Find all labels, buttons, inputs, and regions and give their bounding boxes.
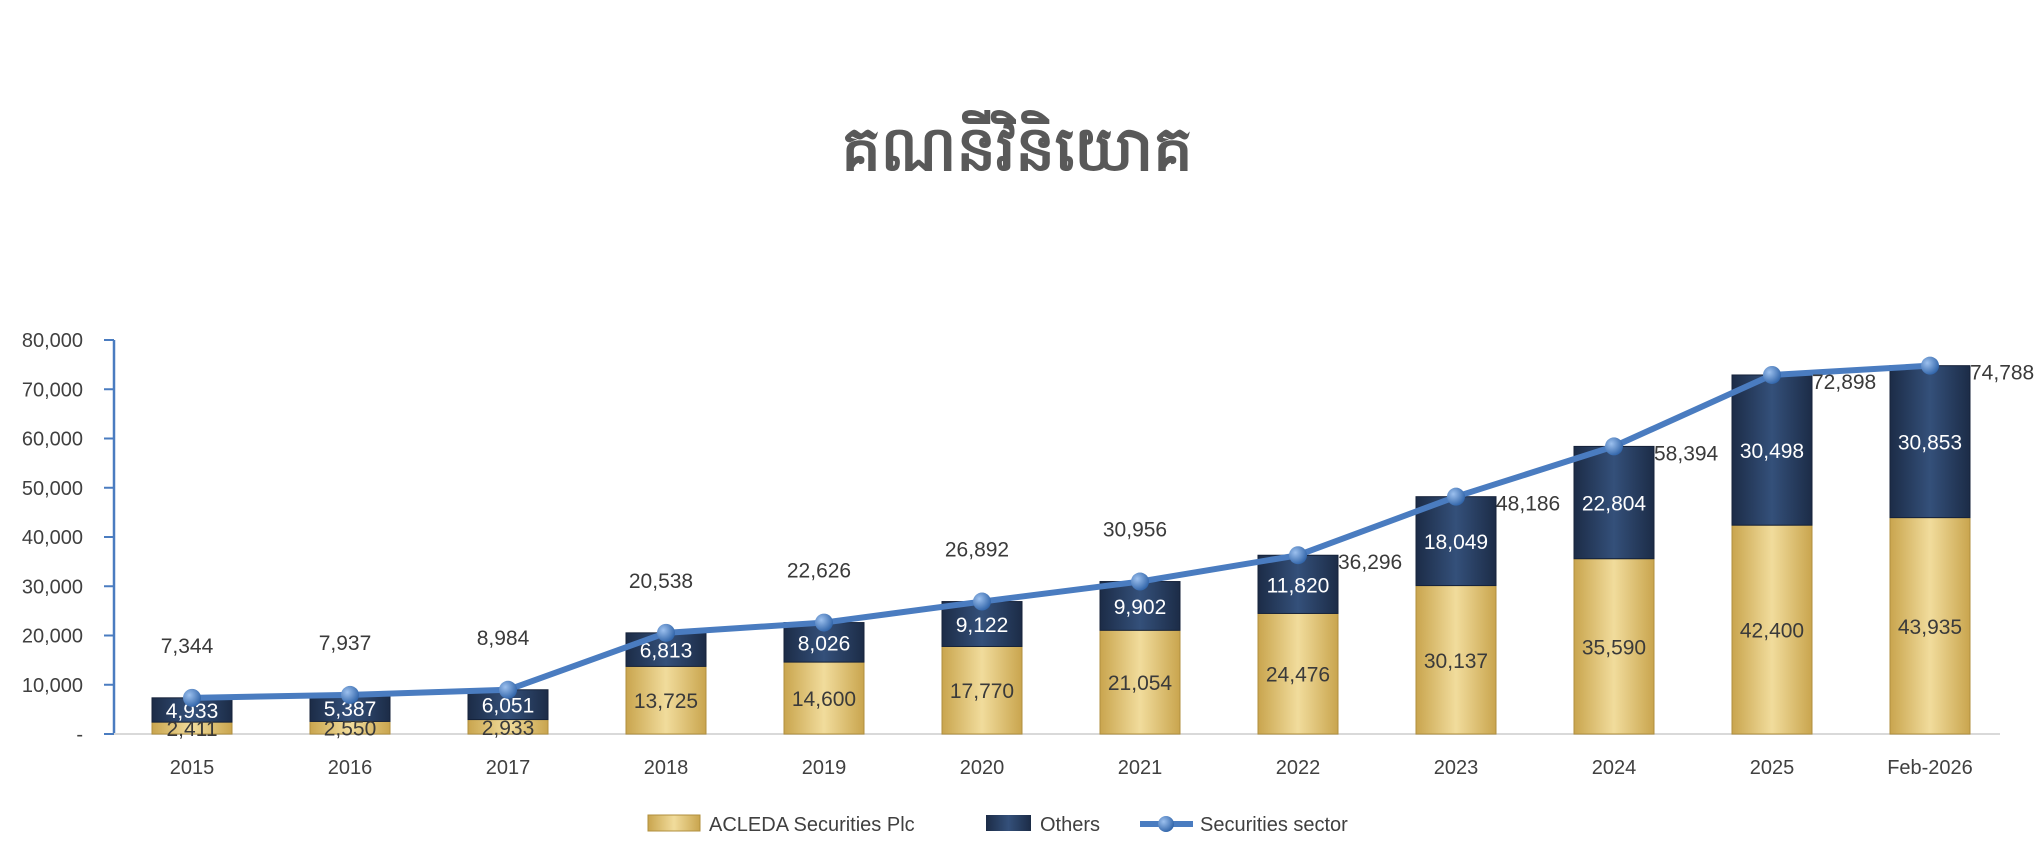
label-acleda: 21,054 [1108,672,1173,695]
label-others: 9,902 [1114,596,1167,619]
bar-acleda [1731,524,1813,735]
bar-others [1415,496,1497,587]
bar-others [1257,554,1339,614]
label-others: 22,804 [1582,493,1647,516]
label-others: 11,820 [1267,574,1330,597]
x-tick-label: 2024 [1592,757,1637,779]
y-tick-label: 40,000 [22,527,83,549]
line-securities-sector [191,362,1931,701]
bar-acleda [1415,585,1497,735]
label-others: 8,026 [798,632,851,655]
point-securities-sector [1131,572,1149,591]
x-tick-label: 2021 [1118,757,1163,779]
label-securities-sector: 72,898 [1812,371,1876,394]
x-tick-label: 2015 [170,757,215,779]
point-securities-sector [499,680,517,699]
point-securities-sector [973,592,991,611]
label-securities-sector: 7,344 [161,635,214,658]
bar-acleda [783,661,865,735]
label-acleda: 14,600 [792,688,856,711]
label-others: 6,051 [482,695,535,718]
y-tick-label: 30,000 [22,576,83,598]
y-tick-label: 50,000 [22,478,83,500]
label-acleda: 24,476 [1266,664,1330,687]
legend-label-others: Others [1040,814,1100,836]
label-others: 18,049 [1424,531,1488,554]
point-securities-sector [1289,546,1307,565]
label-acleda: 2,550 [324,718,377,741]
x-tick-label: 2018 [644,757,689,779]
y-tick-label: - [76,724,83,746]
legend-swatch-acleda [647,814,701,832]
legend-swatch-others [986,815,1031,831]
bar-acleda [1257,612,1339,735]
label-acleda: 42,400 [1740,620,1804,643]
point-securities-sector [657,623,675,642]
label-securities-sector: 7,937 [319,632,372,655]
legend-label-securities-sector: Securities sector [1200,814,1348,836]
legend-label-acleda: ACLEDA Securities Plc [709,814,915,836]
legend-marker-securities-sector [1158,816,1174,832]
x-tick-label: 2016 [328,757,373,779]
y-tick-label: 20,000 [22,626,83,648]
label-securities-sector: 58,394 [1654,442,1719,465]
label-others: 5,387 [324,698,377,721]
x-tick-label: 2020 [960,757,1005,779]
x-tick-label: 2019 [802,757,847,779]
label-acleda: 30,137 [1424,650,1488,673]
label-others: 6,813 [640,640,693,663]
y-tick-label: 60,000 [22,429,83,451]
x-tick-label: 2023 [1434,757,1479,779]
label-acleda: 13,725 [634,690,698,713]
label-others: 9,122 [956,614,1009,637]
label-securities-sector: 74,788 [1970,362,2034,385]
bar-acleda [1573,558,1655,735]
label-acleda: 35,590 [1582,636,1646,659]
point-securities-sector [341,685,359,704]
label-acleda: 43,935 [1898,616,1962,639]
bar-others [1731,374,1813,526]
chart-title: គណនីវិនិយោគ [841,112,1193,185]
y-tick-label: 80,000 [22,330,83,352]
point-securities-sector [1447,487,1465,506]
x-tick-label: 2022 [1276,757,1321,779]
label-others: 30,498 [1740,440,1804,463]
point-securities-sector [1921,356,1939,375]
label-securities-sector: 22,626 [787,560,851,583]
y-tick-label: 10,000 [22,675,83,697]
x-tick-label: 2017 [486,757,531,779]
y-tick-label: 70,000 [22,379,83,401]
label-others: 30,853 [1898,432,1962,455]
point-securities-sector [183,688,201,707]
label-acleda: 17,770 [950,680,1014,703]
x-tick-label: Feb-2026 [1887,757,1973,779]
bar-acleda [1889,517,1971,735]
label-securities-sector: 30,956 [1103,519,1167,542]
label-acleda: 2,933 [482,717,535,740]
x-tick-label: 2025 [1750,757,1795,779]
label-securities-sector: 36,296 [1338,551,1402,574]
bar-acleda [1099,629,1181,735]
point-securities-sector [1763,365,1781,384]
point-securities-sector [815,613,833,632]
point-securities-sector [1605,437,1623,456]
bar-others [1889,365,1971,519]
label-acleda: 2,411 [167,718,218,741]
label-securities-sector: 48,186 [1496,493,1560,516]
label-others: 4,933 [166,700,219,723]
label-securities-sector: 20,538 [629,570,693,593]
label-securities-sector: 26,892 [945,539,1009,562]
label-securities-sector: 8,984 [477,627,530,650]
